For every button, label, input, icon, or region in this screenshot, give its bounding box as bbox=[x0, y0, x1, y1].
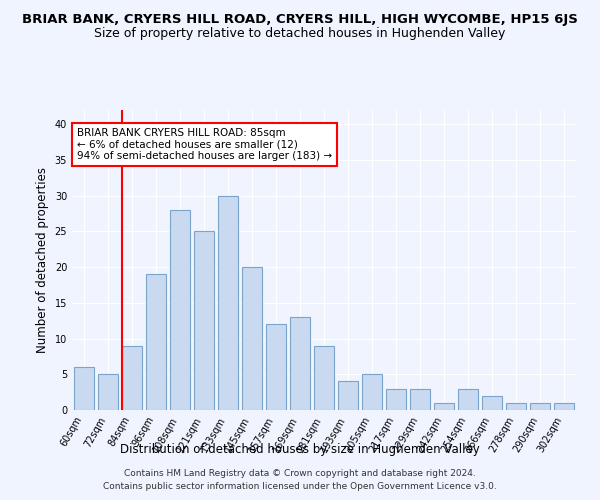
Text: BRIAR BANK CRYERS HILL ROAD: 85sqm
← 6% of detached houses are smaller (12)
94% : BRIAR BANK CRYERS HILL ROAD: 85sqm ← 6% … bbox=[77, 128, 332, 161]
Bar bbox=[338, 382, 358, 410]
Bar bbox=[458, 388, 478, 410]
Bar bbox=[170, 210, 190, 410]
Bar bbox=[290, 317, 310, 410]
Bar bbox=[434, 403, 454, 410]
Bar bbox=[194, 232, 214, 410]
Bar bbox=[386, 388, 406, 410]
Bar bbox=[530, 403, 550, 410]
Bar bbox=[146, 274, 166, 410]
Text: Distribution of detached houses by size in Hughenden Valley: Distribution of detached houses by size … bbox=[120, 444, 480, 456]
Bar bbox=[74, 367, 94, 410]
Bar bbox=[482, 396, 502, 410]
Bar bbox=[98, 374, 118, 410]
Bar bbox=[122, 346, 142, 410]
Text: BRIAR BANK, CRYERS HILL ROAD, CRYERS HILL, HIGH WYCOMBE, HP15 6JS: BRIAR BANK, CRYERS HILL ROAD, CRYERS HIL… bbox=[22, 12, 578, 26]
Bar bbox=[266, 324, 286, 410]
Text: Size of property relative to detached houses in Hughenden Valley: Size of property relative to detached ho… bbox=[94, 28, 506, 40]
Text: Contains HM Land Registry data © Crown copyright and database right 2024.: Contains HM Land Registry data © Crown c… bbox=[124, 468, 476, 477]
Bar bbox=[506, 403, 526, 410]
Y-axis label: Number of detached properties: Number of detached properties bbox=[36, 167, 49, 353]
Bar bbox=[410, 388, 430, 410]
Bar bbox=[218, 196, 238, 410]
Bar bbox=[314, 346, 334, 410]
Text: Contains public sector information licensed under the Open Government Licence v3: Contains public sector information licen… bbox=[103, 482, 497, 491]
Bar bbox=[242, 267, 262, 410]
Bar bbox=[554, 403, 574, 410]
Bar bbox=[362, 374, 382, 410]
